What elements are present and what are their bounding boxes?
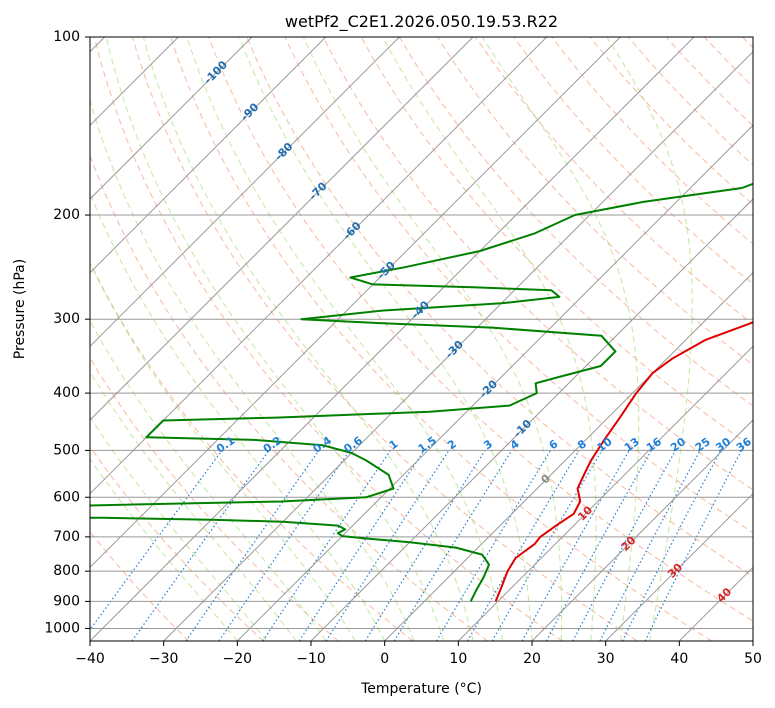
dry-adiabat-line bbox=[513, 37, 753, 285]
plot-background bbox=[90, 37, 753, 641]
moist-adiabat-line bbox=[238, 37, 533, 641]
x-tick-label: −10 bbox=[296, 651, 326, 667]
y-tick-label: 900 bbox=[53, 593, 80, 609]
x-tick-label: 0 bbox=[380, 651, 389, 667]
moist-adiabat-line bbox=[105, 37, 445, 641]
moist-adiabat-line bbox=[90, 320, 327, 641]
isotherm-gridline bbox=[90, 37, 474, 421]
plot-area: -100-90-80-70-60-50-40-30-20-10010203040… bbox=[90, 37, 754, 641]
mixing-ratio-line bbox=[90, 450, 223, 631]
isotherm-gridline bbox=[752, 640, 753, 641]
dry-adiabat-line bbox=[90, 357, 339, 641]
mixing-ratio-line bbox=[298, 450, 425, 641]
moist-adiabat-line bbox=[606, 37, 693, 641]
mixing-ratio-line bbox=[218, 450, 351, 641]
isotherm-gridline bbox=[236, 124, 753, 641]
mixing-ratio-label: 36 bbox=[734, 435, 754, 455]
y-tick-label: 600 bbox=[53, 489, 80, 505]
y-tick-label: 700 bbox=[53, 529, 80, 545]
isotherm-gridline bbox=[605, 492, 753, 641]
dry-adiabat-line bbox=[246, 37, 753, 578]
y-tick-label: 1000 bbox=[44, 620, 80, 636]
isotherm-gridline bbox=[457, 345, 753, 641]
dry-adiabat-line bbox=[169, 37, 712, 641]
isotherm-gridline bbox=[90, 37, 695, 641]
isotherm-gridline bbox=[90, 37, 400, 348]
mixing-ratio-line bbox=[572, 450, 677, 641]
dry-adiabat-line bbox=[284, 37, 753, 534]
isotherm-gridline bbox=[90, 37, 253, 200]
x-tick-label: 20 bbox=[523, 651, 541, 667]
dry-adiabat-line bbox=[475, 37, 753, 325]
moist-adiabat-line bbox=[481, 37, 640, 641]
moist-adiabat-line bbox=[90, 191, 386, 641]
y-tick-label: 200 bbox=[53, 207, 80, 223]
dry-adiabat-line bbox=[131, 37, 638, 641]
moist-adiabat-line bbox=[90, 370, 297, 641]
x-tick-label: −30 bbox=[149, 651, 179, 667]
isotherm-gridline bbox=[531, 419, 753, 641]
isotherm-gridline bbox=[90, 37, 327, 274]
x-axis-label: Temperature (°C) bbox=[360, 681, 482, 697]
dry-adiabat-line bbox=[208, 37, 753, 622]
y-tick-label: 400 bbox=[53, 385, 80, 401]
x-tick-label: −40 bbox=[75, 651, 105, 667]
moist-adiabat-line bbox=[90, 458, 238, 641]
mixing-ratio-line bbox=[262, 450, 391, 641]
moist-adiabat-line bbox=[302, 37, 563, 641]
mixing-ratio-line bbox=[185, 450, 320, 641]
y-axis-label: Pressure (hPa) bbox=[12, 259, 28, 359]
chart-title: wetPf2_C2E1.2026.050.19.53.R22 bbox=[285, 12, 558, 32]
x-tick-label: 10 bbox=[449, 651, 467, 667]
x-tick-label: 40 bbox=[670, 651, 688, 667]
y-tick-label: 800 bbox=[53, 563, 80, 579]
x-tick-label: 30 bbox=[597, 651, 615, 667]
dewpoint-profile-line bbox=[90, 182, 753, 602]
isotherm-gridline bbox=[384, 271, 753, 641]
moist-adiabat-line bbox=[382, 37, 597, 641]
dry-adiabat-line bbox=[93, 37, 563, 641]
y-tick-label: 100 bbox=[53, 29, 80, 45]
isotherm-gridline bbox=[90, 37, 621, 569]
isotherm-gridline bbox=[90, 37, 548, 495]
isotherm-gridline bbox=[163, 50, 753, 641]
mixing-ratio-line bbox=[545, 450, 652, 641]
mixing-ratio-line bbox=[621, 450, 722, 641]
mixing-ratio-line bbox=[521, 450, 630, 641]
x-tick-label: 50 bbox=[744, 651, 762, 667]
moist-adiabat-line bbox=[90, 416, 268, 641]
isotherm-gridline bbox=[310, 198, 753, 641]
x-tick-label: −20 bbox=[223, 651, 253, 667]
dry-adiabat-line bbox=[90, 445, 264, 641]
y-tick-label: 300 bbox=[53, 311, 80, 327]
plot-frame bbox=[89, 36, 754, 642]
moist-adiabat-line bbox=[186, 37, 504, 641]
mixing-ratio-line bbox=[644, 450, 743, 641]
moist-adiabat-line bbox=[90, 261, 356, 641]
temperature-profile-line bbox=[494, 321, 753, 602]
moist-adiabat-line bbox=[142, 37, 474, 641]
mixing-ratio-line bbox=[393, 450, 513, 641]
y-tick-label: 500 bbox=[53, 442, 80, 458]
mixing-ratio-line bbox=[325, 450, 450, 641]
dry-adiabat-line bbox=[322, 37, 753, 491]
